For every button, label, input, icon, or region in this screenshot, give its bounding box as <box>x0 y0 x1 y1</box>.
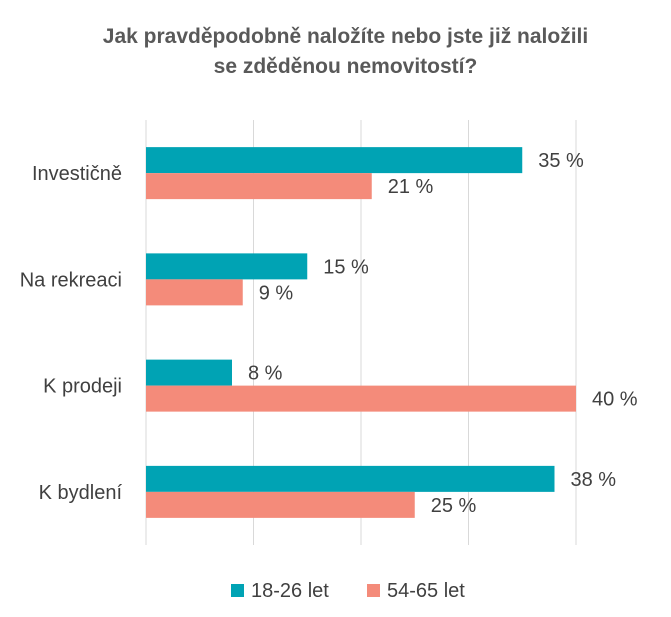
legend: 18-26 let 54-65 let <box>231 580 465 602</box>
category-label: K bydlení <box>39 482 123 504</box>
bars <box>146 147 576 518</box>
bar-54-65-let <box>146 279 243 306</box>
chart-title-line-1: Jak pravděpodobně naložíte nebo jste již… <box>102 25 589 48</box>
category-label: Na rekreaci <box>20 269 122 291</box>
data-labels: 35 % 21 % 15 % 9 % 8 % 40 % 38 % 25 % <box>248 150 638 517</box>
data-label: 35 % <box>538 150 584 172</box>
category-label: K prodeji <box>43 376 122 398</box>
legend-label: 54-65 let <box>387 580 465 602</box>
data-label: 15 % <box>323 256 369 278</box>
legend-label: 18-26 let <box>251 580 329 602</box>
data-label: 40 % <box>592 389 638 411</box>
bar-18-26-let <box>146 253 308 280</box>
bar-54-65-let <box>146 491 415 518</box>
chart-title-line-2: se zděděnou nemovitostí? <box>213 55 478 78</box>
data-label: 21 % <box>388 176 434 198</box>
data-label: 25 % <box>431 495 477 517</box>
category-labels: Investičně Na rekreaci K prodeji K bydlení <box>20 163 123 504</box>
data-label: 9 % <box>259 282 294 304</box>
legend-swatch <box>231 584 244 597</box>
bar-54-65-let <box>146 385 576 412</box>
bar-18-26-let <box>146 147 523 174</box>
legend-swatch <box>367 584 380 597</box>
bar-18-26-let <box>146 465 555 492</box>
category-label: Investičně <box>32 163 122 185</box>
bar-54-65-let <box>146 173 372 200</box>
data-label: 38 % <box>571 469 617 491</box>
bar-18-26-let <box>146 359 232 386</box>
data-label: 8 % <box>248 363 283 385</box>
chart-title: Jak pravděpodobně naložíte nebo jste již… <box>20 22 671 82</box>
